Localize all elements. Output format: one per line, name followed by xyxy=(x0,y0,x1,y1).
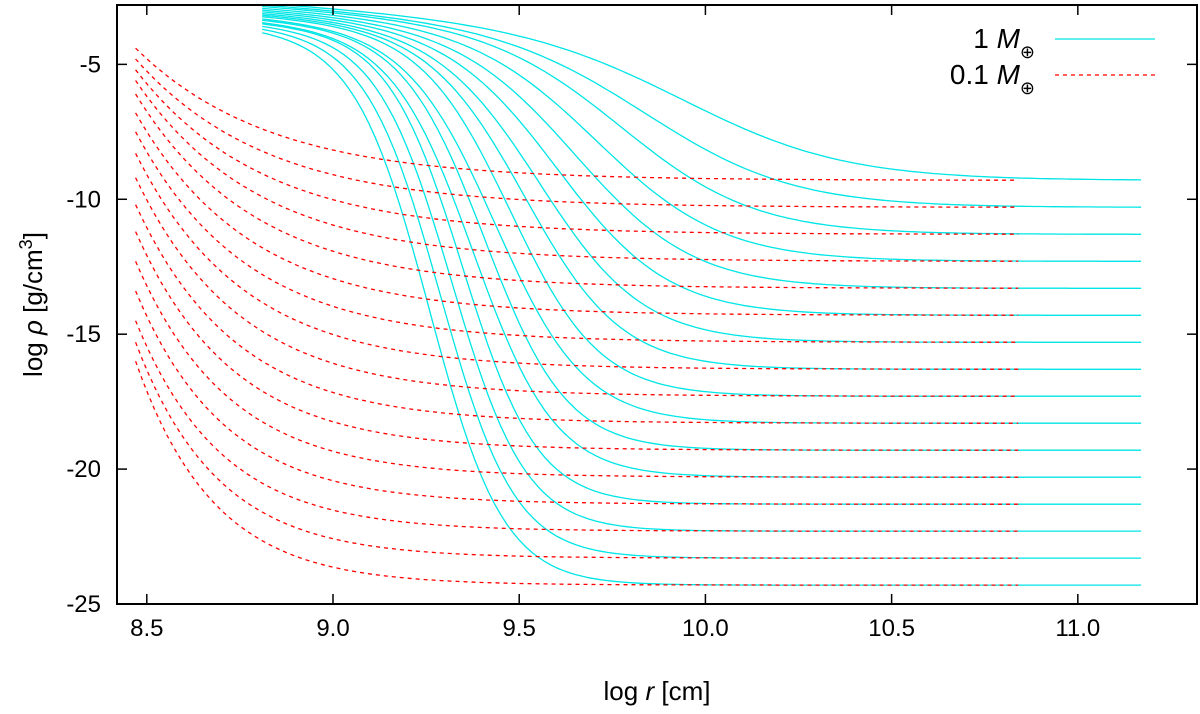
y-tick-label: -25 xyxy=(66,591,101,618)
curve-1-earth-mass xyxy=(262,22,1142,478)
curve-0.1-earth-mass xyxy=(134,360,1019,586)
curve-0.1-earth-mass xyxy=(135,112,1019,316)
y-tick-label: -10 xyxy=(66,186,101,213)
tick-label-layer: 8.5 9.0 9.5 10.0 10.5 11.0 -5 -10 -15 -20 -25 xyxy=(66,51,1100,642)
y-tick-label: -5 xyxy=(80,51,101,78)
curve-1-earth-mass xyxy=(262,23,1142,505)
x-tick-label: 10.0 xyxy=(682,615,729,642)
legend-label-0.1-earth-mass: 0.1 M⊕ xyxy=(950,59,1035,98)
plot-frame xyxy=(116,4,1198,605)
legend-label-1-earth-mass: 1 M⊕ xyxy=(973,23,1035,62)
curve-0.1-earth-mass xyxy=(135,290,1019,505)
y-axis-label: log ρ [g/cm3] xyxy=(16,232,48,377)
curve-0.1-earth-mass xyxy=(135,177,1019,397)
curve-0.1-earth-mass xyxy=(135,93,1019,289)
legend: 1 M⊕ 0.1 M⊕ xyxy=(950,23,1155,98)
curve-0.1-earth-mass xyxy=(135,231,1019,451)
curve-0.1-earth-mass xyxy=(134,342,1019,559)
curve-1-earth-mass xyxy=(262,4,1142,208)
y-tick-label: -20 xyxy=(66,456,101,483)
x-tick-label: 9.5 xyxy=(503,615,536,642)
curve-1-earth-mass xyxy=(262,16,1142,397)
legend-entry-0.1-earth-mass: 0.1 M⊕ xyxy=(950,59,1155,98)
curve-0.1-earth-mass xyxy=(135,261,1019,478)
curve-1-earth-mass xyxy=(262,4,1142,181)
curve-0.1-earth-mass xyxy=(135,204,1019,424)
x-tick-label: 10.5 xyxy=(868,615,915,642)
x-tick-label: 8.5 xyxy=(130,615,163,642)
x-tick-label: 9.0 xyxy=(316,615,349,642)
curve-0.1-earth-mass xyxy=(135,69,1019,235)
tick-layer xyxy=(117,5,1197,605)
legend-entry-1-earth-mass: 1 M⊕ xyxy=(973,23,1155,62)
curve-1-earth-mass xyxy=(262,14,1142,370)
curve-0.1-earth-mass xyxy=(135,80,1019,262)
curve-0.1-earth-mass xyxy=(135,131,1019,343)
y-tick-label: -15 xyxy=(66,321,101,348)
curve-0.1-earth-mass xyxy=(135,320,1019,532)
x-tick-label: 11.0 xyxy=(1055,615,1100,642)
curve-layer xyxy=(134,4,1142,586)
curve-1-earth-mass xyxy=(262,12,1142,343)
curve-0.1-earth-mass xyxy=(135,153,1019,370)
x-axis-label: log r [cm] xyxy=(604,676,711,706)
